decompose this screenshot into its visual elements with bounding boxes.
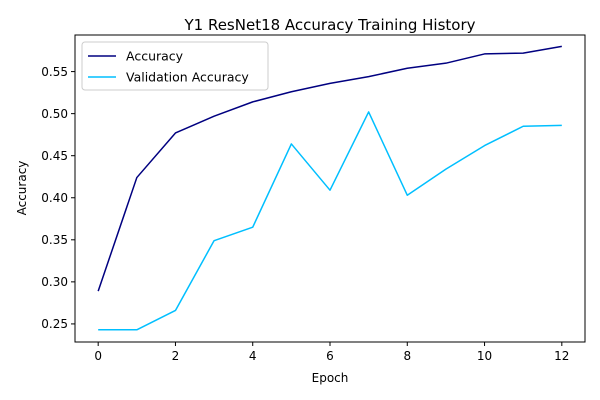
y-tick-label: 0.50 (41, 107, 68, 121)
series-line-accuracy (97, 45, 562, 292)
y-tick-label: 0.25 (41, 317, 68, 331)
x-axis-label: Epoch (312, 371, 349, 385)
legend-label-accuracy: Accuracy (126, 49, 184, 64)
y-tick-label: 0.45 (41, 149, 68, 163)
x-tick-label: 0 (94, 349, 102, 363)
plot-frame (74, 34, 586, 343)
x-tick-label: 8 (403, 349, 411, 363)
y-tick-label: 0.40 (41, 191, 68, 205)
x-axis-ticks: 0 2 4 6 8 10 12 (94, 342, 569, 363)
y-axis-label: Accuracy (15, 161, 29, 216)
x-tick-label: 12 (554, 349, 569, 363)
plot-lines (97, 45, 562, 331)
y-tick-label: 0.30 (41, 275, 68, 289)
series-line-validation-accuracy (98, 111, 562, 331)
legend-label-validation-accuracy: Validation Accuracy (126, 70, 249, 85)
y-tick-label: 0.55 (41, 65, 68, 79)
legend: Accuracy Validation Accuracy (81, 41, 269, 91)
y-tick-label: 0.35 (41, 233, 68, 247)
legend-box (81, 41, 269, 91)
y-axis-ticks: 0.25 0.30 0.35 0.40 0.45 0.50 0.55 (41, 65, 75, 331)
chart-title: Y1 ResNet18 Accuracy Training History (183, 16, 475, 34)
x-tick-label: 10 (477, 349, 492, 363)
x-tick-label: 4 (249, 349, 257, 363)
x-tick-label: 2 (172, 349, 180, 363)
x-tick-label: 6 (326, 349, 334, 363)
